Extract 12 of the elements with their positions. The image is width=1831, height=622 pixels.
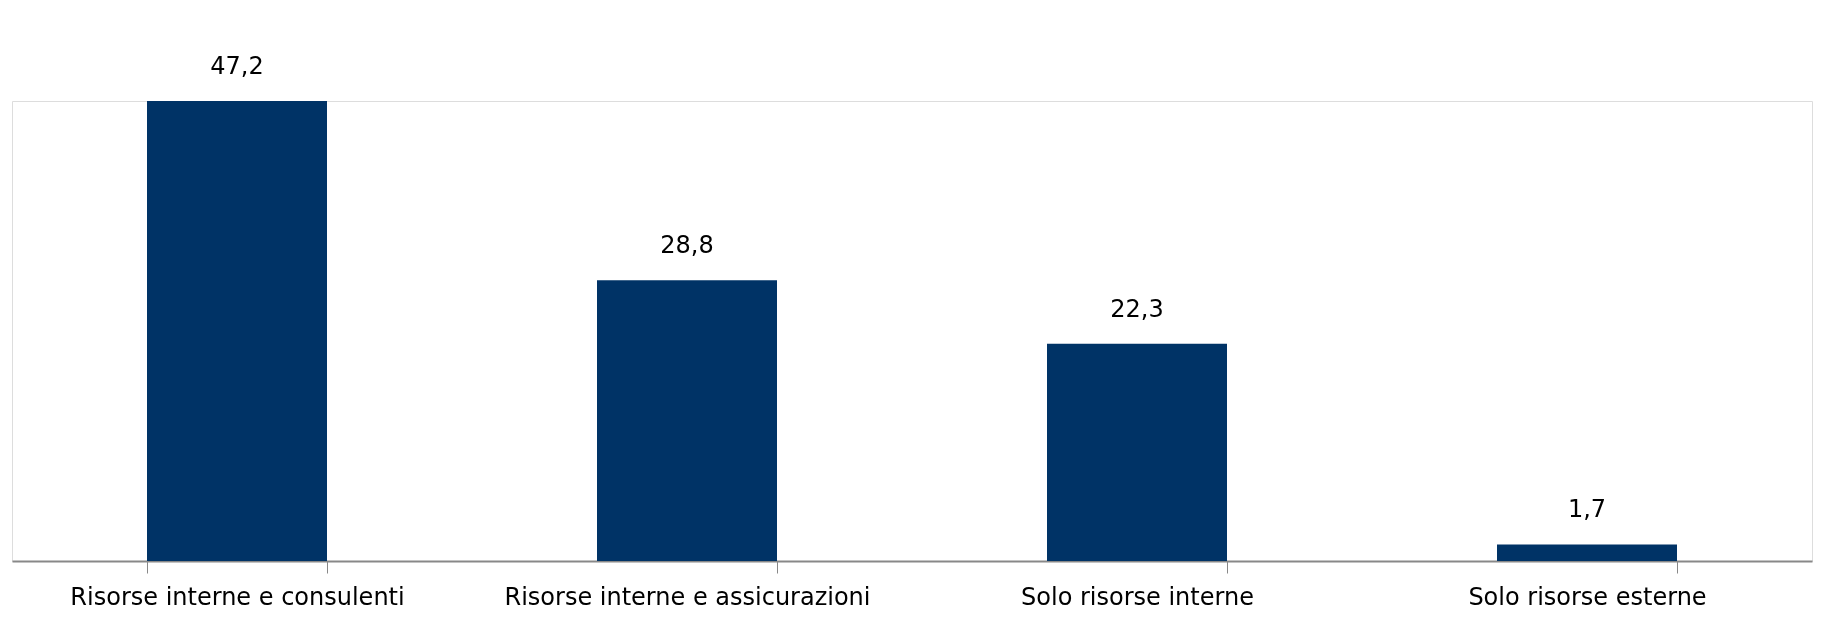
x-tick-label: Risorse interne e assicurazioni [504, 582, 871, 611]
bar [597, 280, 777, 561]
x-tick-label: Risorse interne e consulenti [70, 582, 405, 611]
bar [1497, 544, 1677, 561]
x-tick-label: Solo risorse interne [1021, 582, 1254, 611]
data-label: 28,8 [660, 231, 714, 260]
data-label: 1,7 [1567, 495, 1607, 524]
x-tick-label: Solo risorse esterne [1468, 582, 1707, 611]
bar [1047, 343, 1227, 561]
data-label: 47,2 [210, 52, 264, 80]
bar [147, 101, 327, 561]
data-label: 22,3 [1110, 294, 1164, 323]
